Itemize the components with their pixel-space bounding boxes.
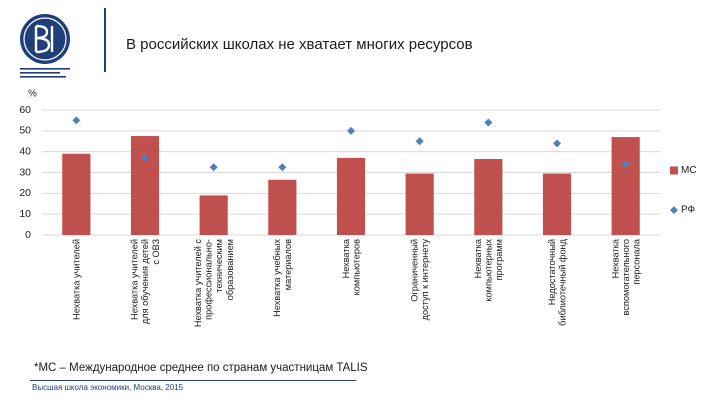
bar-ms [62, 153, 91, 235]
y-tick-label: 20 [19, 187, 31, 199]
x-tick-label: Недостаточныйбиблиотечный фонд [547, 238, 568, 325]
y-tick-label: 0 [25, 229, 31, 241]
bar-ms [474, 158, 503, 235]
x-tick-label: Нехваткакомпьютерныхпрограмм [473, 238, 504, 301]
marker-rf [484, 118, 493, 127]
marker-rf [209, 163, 218, 172]
x-tick-label: Ограниченныйдоступ к интернету [410, 239, 431, 321]
bar-ms [542, 173, 572, 235]
footer-divider [30, 380, 356, 381]
legend-label-ms: МС [681, 165, 697, 176]
x-tick-label: Нехватка учителей [72, 239, 82, 320]
bar-ms [199, 195, 228, 235]
marker-rf [415, 137, 424, 146]
marker-rf [347, 126, 355, 135]
legend-swatch-rf [670, 206, 678, 215]
legend-swatch-ms [670, 166, 678, 175]
y-axis-unit-label: % [28, 89, 37, 100]
hse-logo [14, 6, 96, 88]
bar-ms [130, 136, 160, 235]
y-tick-label: 10 [19, 208, 31, 220]
marker-rf [278, 163, 287, 172]
bar-ms [268, 179, 297, 235]
marker-rf [621, 160, 630, 169]
x-tick-label: Нехватка учителей спрофессионально-техни… [193, 239, 235, 327]
x-tick-label: Нехваткакомпьютеров [341, 238, 362, 295]
marker-rf [141, 153, 149, 162]
x-tick-label: Нехватка учебныхматериалов [272, 239, 293, 317]
y-tick-label: 60 [19, 104, 31, 116]
x-tick-label: Нехватка учителейдля обучения детейс ОВЗ [130, 239, 161, 325]
bar-ms [336, 157, 366, 235]
x-tick-label: Нехваткавспомогательногоперсонала [610, 238, 641, 315]
bar-ms [611, 137, 640, 235]
marker-rf [72, 116, 81, 125]
y-tick-label: 30 [19, 166, 31, 178]
page-title: В российских школах не хватает многих ре… [126, 36, 473, 53]
bar-chart: % 0 10 20 30 40 50 60 Нехватка учителей Нехватка … [19, 89, 697, 327]
bar-ms [405, 173, 434, 235]
footer-text: Высшая школа экономики, Москва, 2015 [32, 383, 184, 392]
y-tick-label: 40 [19, 145, 31, 157]
marker-rf [553, 139, 561, 148]
y-tick-label: 50 [19, 125, 31, 137]
legend-label-rf: РФ [681, 205, 696, 216]
header-divider [104, 8, 106, 72]
footnote: *МС – Международное среднее по странам у… [34, 362, 368, 374]
header: В российских школах не хватает многих ре… [0, 0, 720, 92]
